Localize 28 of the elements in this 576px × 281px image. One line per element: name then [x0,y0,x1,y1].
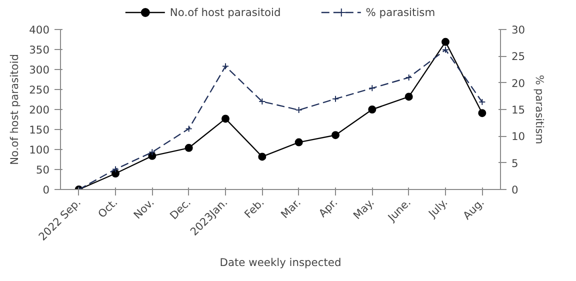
y-tick-label: 250 [29,84,50,96]
y2-tick-label: 15 [512,104,526,116]
y-tick-label: 200 [29,104,50,116]
legend-label: % parasitism [366,6,436,18]
x-tick-label: Mar. [278,196,304,222]
y-tick-label: 150 [29,124,50,136]
y2-tick-label: 20 [512,76,526,90]
y2-tick-label: 10 [512,130,526,144]
y-tick-label: 400 [29,24,50,36]
x-axis-title: Date weekly inspected [220,256,342,269]
y2-tick-label: 30 [512,24,526,36]
x-tick-label: Dec. [167,196,194,222]
y-tick-label: 50 [36,164,50,176]
y-axis-title: No.of host parasitoid [8,54,22,165]
x-tick-label: Aug. [460,196,487,222]
y-tick-label: 100 [29,144,50,156]
y-tick-label: 300 [29,64,50,76]
x-tick-label: Apr. [316,196,340,220]
y2-tick-label: 5 [512,156,518,170]
y2-tick-label: 0 [512,184,518,196]
y2-tick-label: 25 [512,50,526,64]
y2-axis-title: % parasitism [533,74,546,144]
y-tick-label: 0 [42,184,50,196]
legend-label: No.of host parasitoid [170,6,281,18]
x-tick-label: Oct. [95,196,120,221]
x-tick-label: Nov. [131,196,157,222]
y-tick-label: 350 [29,44,50,56]
x-tick-label: Feb. [242,196,267,221]
